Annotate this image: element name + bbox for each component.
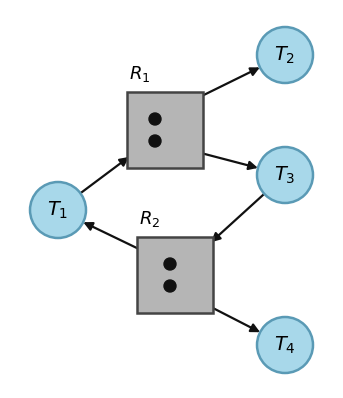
Bar xyxy=(137,237,213,313)
Circle shape xyxy=(149,135,161,147)
Bar xyxy=(127,92,203,168)
Text: $R_2$: $R_2$ xyxy=(139,209,160,229)
Text: $T_4$: $T_4$ xyxy=(274,334,296,356)
Circle shape xyxy=(30,182,86,238)
Text: $T_3$: $T_3$ xyxy=(274,164,296,185)
Circle shape xyxy=(164,280,176,292)
Circle shape xyxy=(257,147,313,203)
Circle shape xyxy=(164,258,176,270)
Circle shape xyxy=(149,113,161,125)
Text: $R_1$: $R_1$ xyxy=(129,64,150,84)
Circle shape xyxy=(257,317,313,373)
Text: $T_2$: $T_2$ xyxy=(274,44,296,66)
Text: $T_1$: $T_1$ xyxy=(47,199,69,220)
Circle shape xyxy=(257,27,313,83)
